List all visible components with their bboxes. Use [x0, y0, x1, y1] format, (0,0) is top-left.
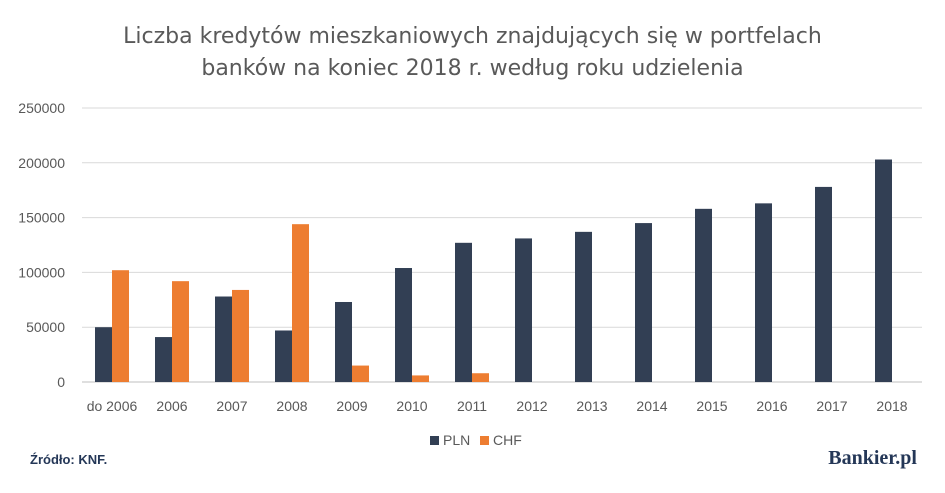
bar-pln: [155, 337, 172, 382]
bar-pln: [395, 268, 412, 382]
x-tick-label: 2015: [696, 398, 727, 414]
x-tick-label: 2016: [756, 398, 787, 414]
bar-pln: [455, 242, 472, 382]
bar-pln: [275, 330, 292, 382]
x-tick-label: 2014: [636, 398, 667, 414]
bar-chf: [412, 375, 429, 382]
bar-pln: [95, 327, 112, 382]
chart-title-line-2: banków na koniec 2018 r. według roku udz…: [201, 56, 744, 81]
bar-pln: [515, 238, 532, 382]
bar-chf: [352, 365, 369, 382]
x-tick-label: 2007: [216, 398, 247, 414]
y-tick-label: 250000: [18, 100, 65, 116]
bar-pln: [875, 159, 892, 382]
x-tick-label: 2013: [576, 398, 607, 414]
legend-label-chf: CHF: [493, 432, 522, 448]
y-tick-label: 50000: [26, 319, 65, 335]
bar-pln: [755, 203, 772, 382]
bar-chf: [292, 224, 309, 382]
x-tick-label: do 2006: [87, 398, 138, 414]
legend-swatch-pln: [430, 436, 439, 445]
y-tick-label: 200000: [18, 155, 65, 171]
legend-swatch-chf: [480, 436, 489, 445]
bar-chf: [232, 289, 249, 382]
bar-pln: [335, 301, 352, 382]
bar-pln: [815, 186, 832, 382]
y-tick-label: 0: [57, 374, 65, 390]
x-tick-label: 2006: [156, 398, 187, 414]
x-tick-label: 2010: [396, 398, 427, 414]
bar-chf: [172, 281, 189, 382]
legend-label-pln: PLN: [443, 432, 470, 448]
x-tick-label: 2008: [276, 398, 307, 414]
x-tick-label: 2017: [816, 398, 847, 414]
bankier-logo: Bankier.pl: [828, 447, 917, 469]
x-tick-label: 2009: [336, 398, 367, 414]
bar-pln: [695, 208, 712, 382]
bar-chf: [112, 270, 129, 382]
x-tick-label: 2012: [516, 398, 547, 414]
source-note: Źródło: KNF.: [30, 452, 108, 467]
bar-pln: [215, 296, 232, 382]
bar-pln: [635, 223, 652, 382]
y-tick-label: 150000: [18, 210, 65, 226]
x-tick-label: 2011: [457, 398, 487, 414]
bar-pln: [575, 231, 592, 382]
y-tick-label: 100000: [18, 264, 65, 280]
bar-chf: [472, 373, 489, 382]
x-tick-label: 2018: [876, 398, 907, 414]
chart-title-line-1: Liczba kredytów mieszkaniowych znajdując…: [123, 24, 822, 49]
